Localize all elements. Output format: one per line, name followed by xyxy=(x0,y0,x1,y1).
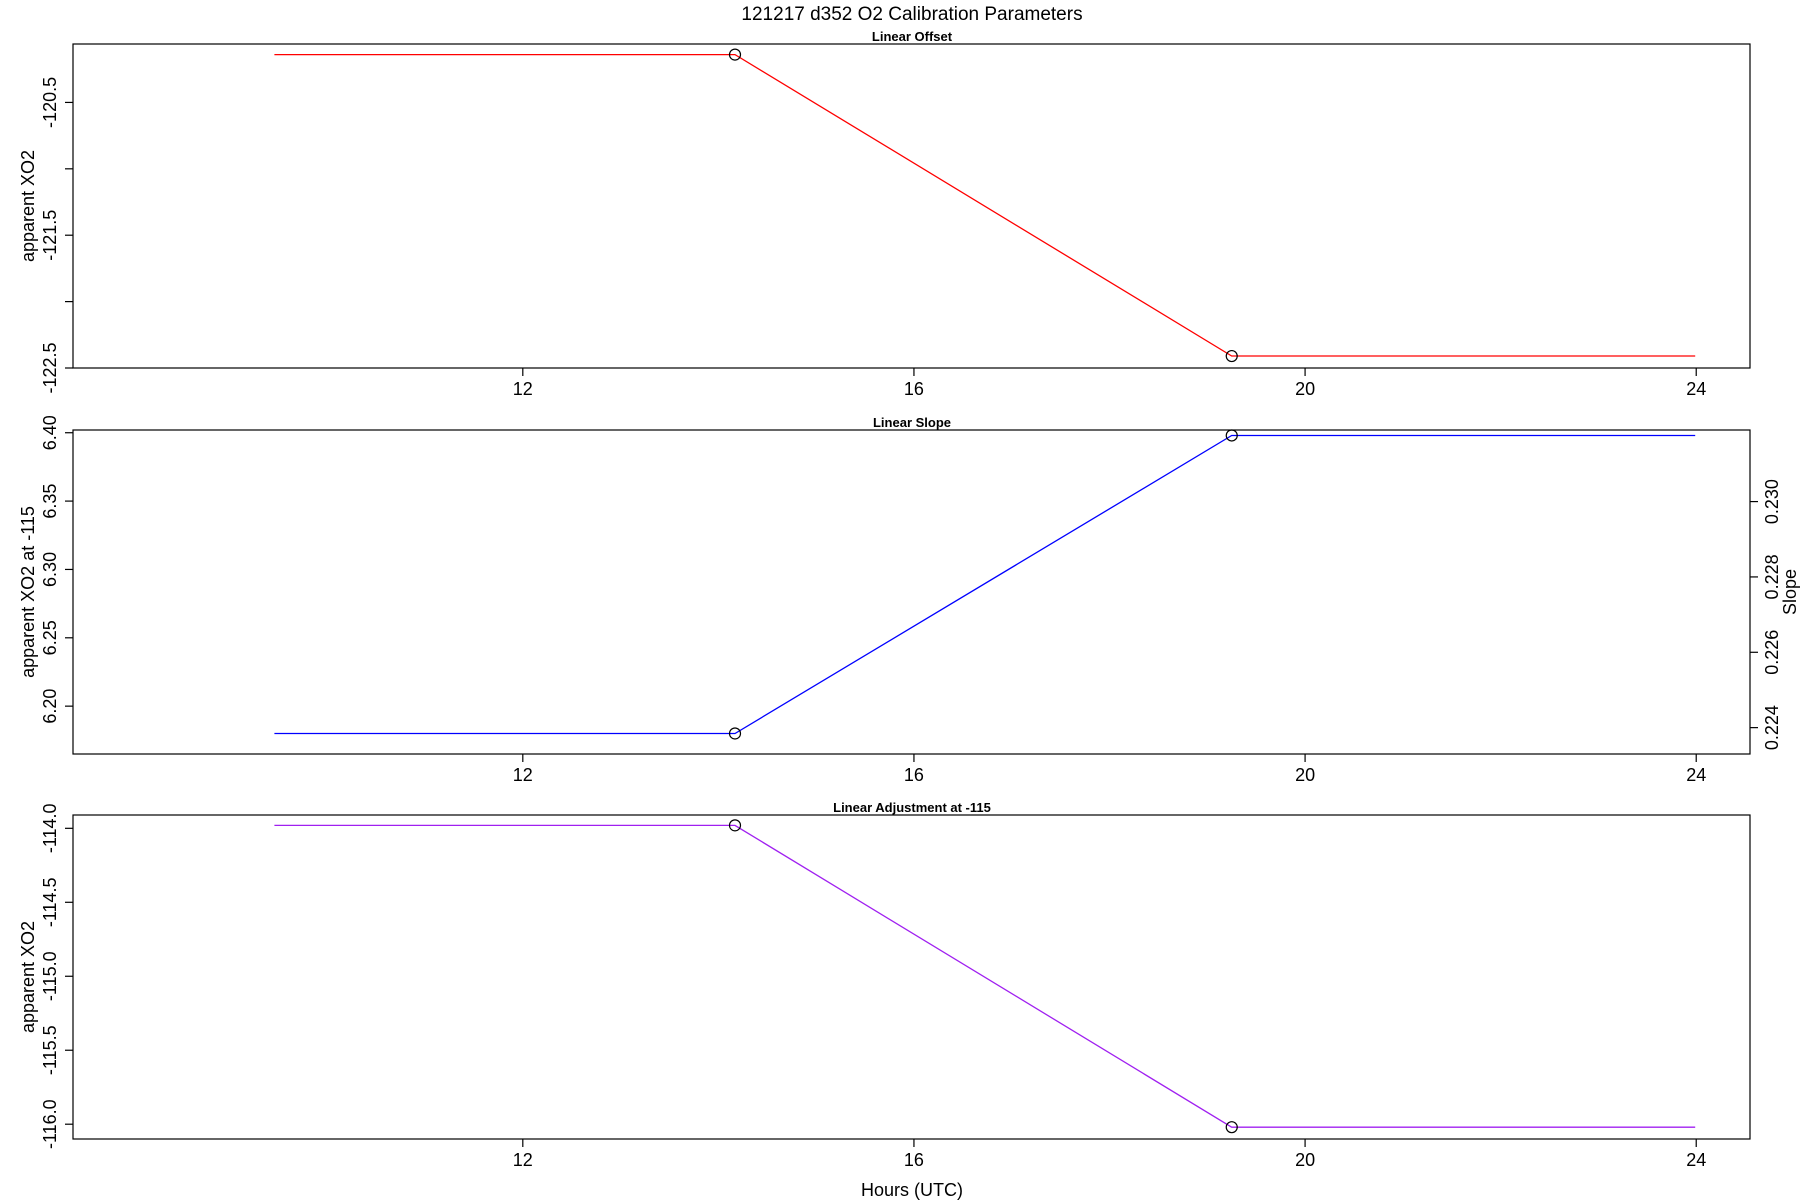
x-tick-label: 24 xyxy=(1686,765,1706,785)
y-tick-label: -115.5 xyxy=(40,1025,60,1075)
y-tick-label: 6.30 xyxy=(40,552,60,587)
panel-3: Linear Adjustment at -115 12 16 20 24 -114.0 -… xyxy=(18,800,1751,1170)
data-point-marker xyxy=(728,727,742,740)
panel-2: Linear Slope 12 16 20 24 6.20 6.25 6.30 6.35 6.40… xyxy=(18,415,1800,785)
y-tick-label: -115.0 xyxy=(40,951,60,1001)
y-tick-label: -114.0 xyxy=(40,803,60,853)
x-tick-label: 24 xyxy=(1686,1150,1706,1170)
x-tick-label: 12 xyxy=(513,1150,533,1170)
y2-tick-label: 0.230 xyxy=(1762,479,1782,524)
x-tick-label: 16 xyxy=(904,379,924,399)
plot-frame xyxy=(72,429,1751,755)
x-tick-label: 12 xyxy=(513,379,533,399)
x-tick-label: 16 xyxy=(904,1150,924,1170)
series-line xyxy=(274,434,1696,735)
y-tick-label: -122.5 xyxy=(40,342,60,393)
x-axis-label: Hours (UTC) xyxy=(861,1180,963,1200)
panel-title: Linear Adjustment at -115 xyxy=(833,800,991,815)
y-tick-label: -116.0 xyxy=(40,1099,60,1149)
y-tick-label: -121.5 xyxy=(40,210,60,261)
y-axis-label: apparent XO2 at -115 xyxy=(18,506,38,678)
x-tick-label: 20 xyxy=(1295,765,1315,785)
x-tick-label: 12 xyxy=(513,765,533,785)
y2-tick-label: 0.226 xyxy=(1762,630,1782,675)
series-line xyxy=(274,824,1696,1128)
y-axis-label: apparent XO2 xyxy=(18,921,38,1033)
y2-tick-label: 0.224 xyxy=(1762,705,1782,750)
y-tick-label: 6.20 xyxy=(40,689,60,724)
panel-title: Linear Offset xyxy=(872,29,953,44)
x-tick-label: 24 xyxy=(1686,379,1706,399)
y2-tick-label: 0.228 xyxy=(1762,554,1782,599)
x-tick-label: 20 xyxy=(1295,379,1315,399)
y-tick-label: 6.35 xyxy=(40,484,60,519)
y-tick-label: -114.5 xyxy=(40,877,60,927)
y-axis-label: apparent XO2 xyxy=(18,150,38,262)
x-tick-label: 16 xyxy=(904,765,924,785)
panel-title: Linear Slope xyxy=(873,415,951,430)
panel-1: Linear Offset 12 16 20 24 -120.5 -121.5 -122.5 a… xyxy=(18,29,1751,399)
series-line xyxy=(274,53,1696,357)
data-point-marker xyxy=(1225,1121,1238,1134)
chart-panels: Linear Offset 12 16 20 24 -120.5 -121.5 -122.5 a… xyxy=(18,29,1800,1170)
data-point-marker xyxy=(728,819,742,832)
data-point-marker xyxy=(1225,429,1238,442)
plot-frame xyxy=(72,43,1751,369)
data-point-marker xyxy=(728,48,742,61)
x-tick-label: 20 xyxy=(1295,1150,1315,1170)
y2-axis-label: Slope xyxy=(1780,569,1800,615)
y-tick-label: 6.25 xyxy=(40,620,60,655)
plot-frame xyxy=(72,814,1751,1140)
figure-title: 121217 d352 O2 Calibration Parameters xyxy=(741,4,1082,25)
data-point-marker xyxy=(1225,349,1238,363)
y-tick-label: 6.40 xyxy=(40,415,60,450)
y-tick-label: -120.5 xyxy=(40,77,60,128)
